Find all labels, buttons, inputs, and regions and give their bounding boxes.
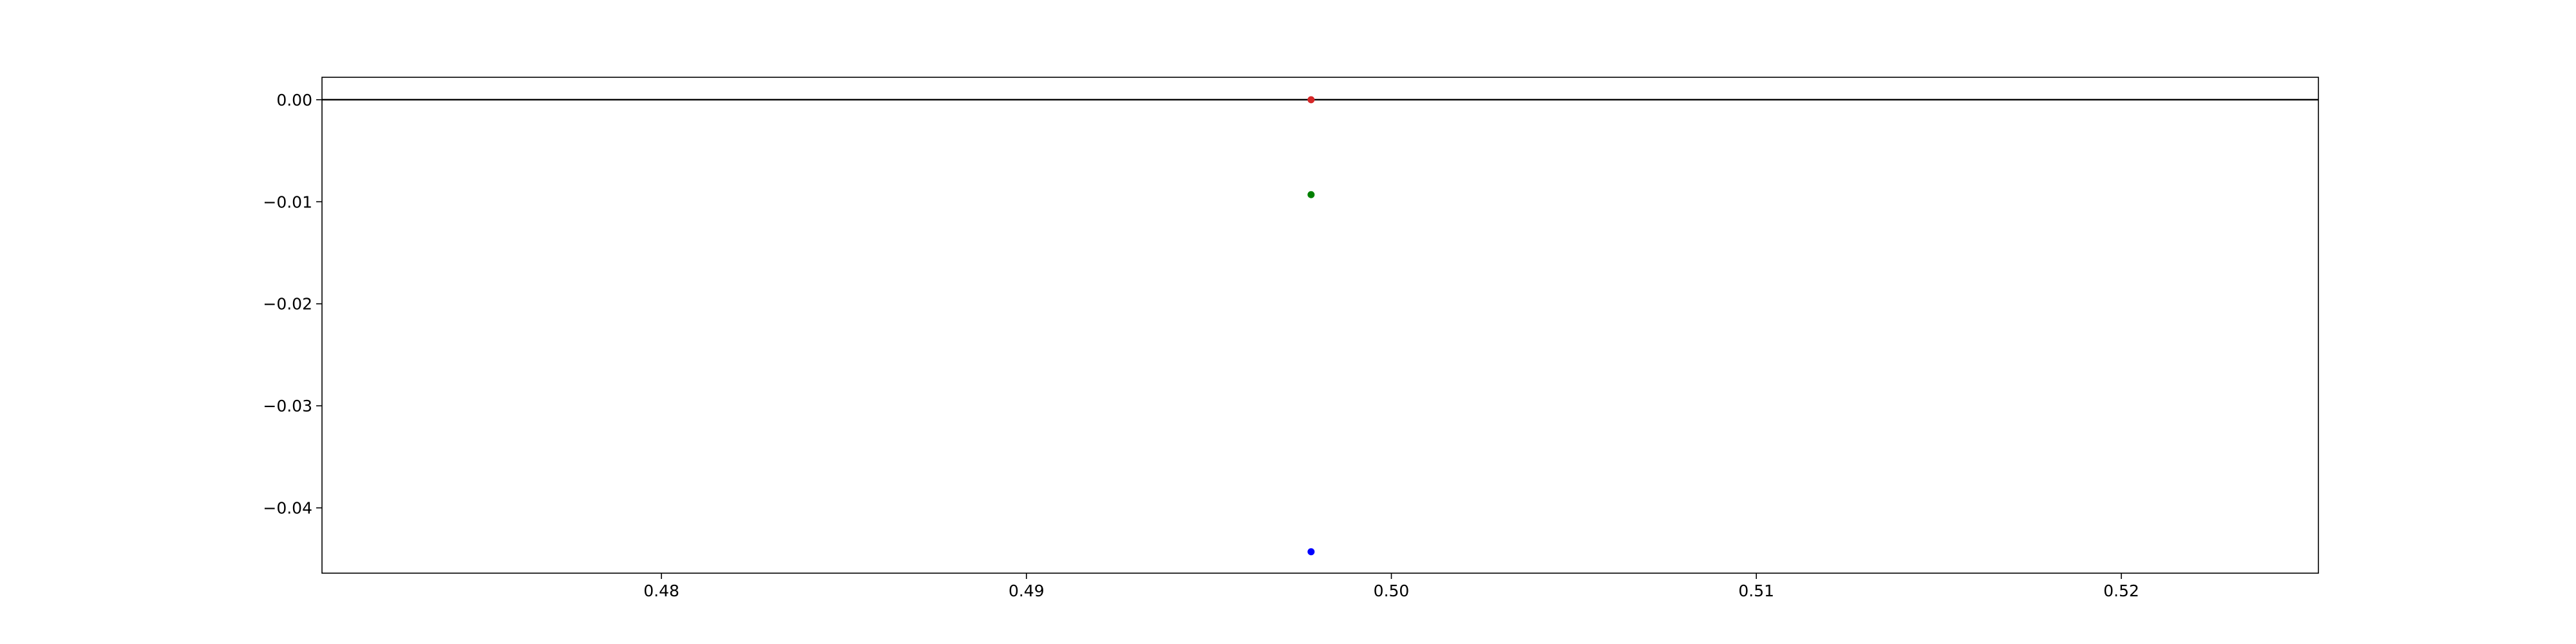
plot-background [322, 77, 2318, 573]
x-tick-label: 0.52 [2103, 582, 2139, 600]
data-point-series-3 [1307, 548, 1315, 556]
y-tick-label: −0.04 [263, 499, 312, 518]
data-point-series-1 [1307, 96, 1315, 104]
x-axis: 0.48 0.49 0.50 0.51 0.52 [643, 573, 2139, 600]
x-tick-label: 0.48 [643, 582, 679, 600]
data-point-series-2 [1307, 191, 1315, 198]
y-tick-label: −0.03 [263, 397, 312, 415]
x-tick-label: 0.51 [1738, 582, 1774, 600]
data-points [1307, 96, 1315, 556]
x-tick-label: 0.50 [1374, 582, 1410, 600]
x-tick-label: 0.49 [1009, 582, 1045, 600]
y-tick-label: −0.01 [263, 193, 312, 211]
y-axis: 0.00 −0.01 −0.02 −0.03 −0.04 [263, 91, 322, 518]
y-tick-label: 0.00 [276, 91, 312, 109]
y-tick-label: −0.02 [263, 295, 312, 314]
plot-frame [321, 77, 2319, 574]
